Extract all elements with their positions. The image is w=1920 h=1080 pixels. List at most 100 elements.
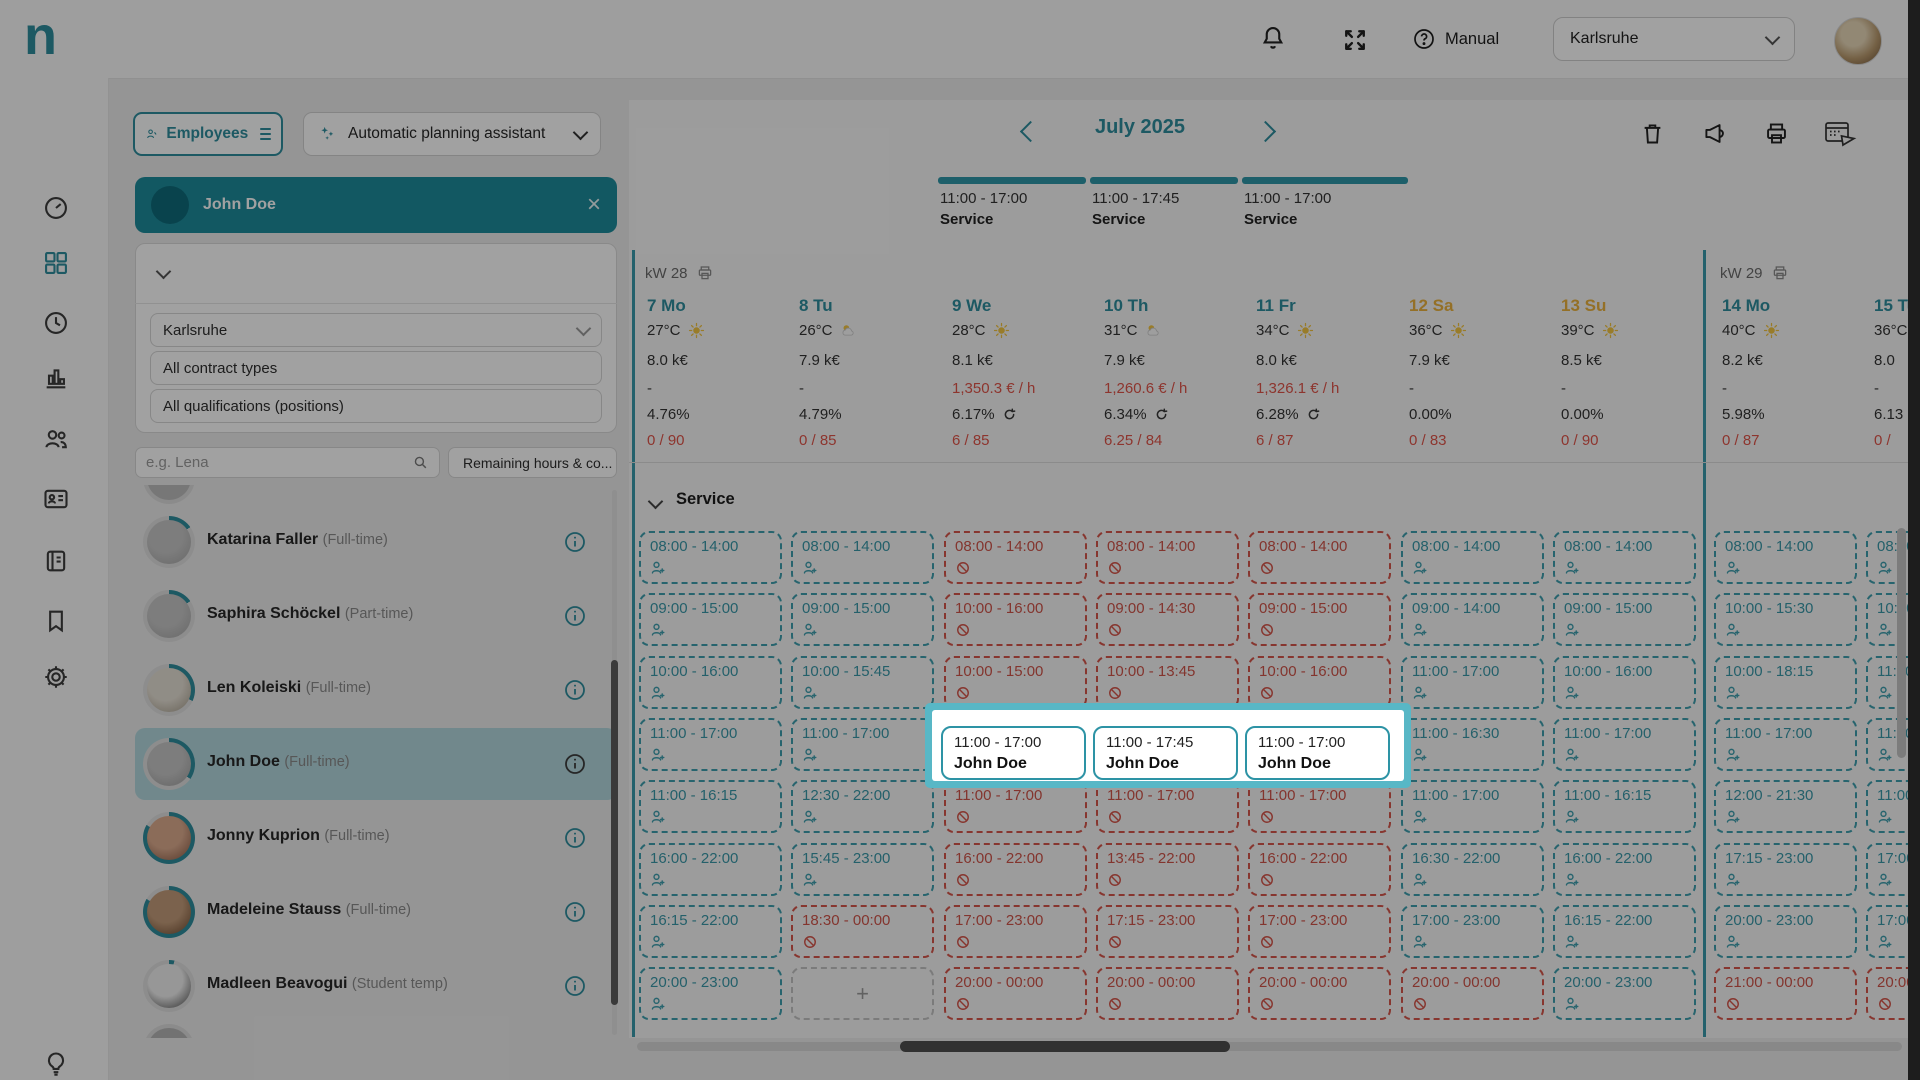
shift-card-open[interactable]: 08:00 - 14:00: [1714, 531, 1857, 584]
shift-card-open[interactable]: 08:00 - 14:00: [791, 531, 934, 584]
shift-card-open[interactable]: 12:30 - 22:00: [791, 780, 934, 833]
shift-card-open[interactable]: 11:00 - 17:00: [1401, 780, 1544, 833]
shift-card-blocked[interactable]: 21:00 - 00:00: [1714, 967, 1857, 1020]
shift-card-open[interactable]: 20:00 - 23:00: [639, 967, 782, 1020]
shift-card-open[interactable]: 16:00 - 22:00: [639, 843, 782, 896]
shift-card-blocked[interactable]: 10:00 - 15:00: [944, 656, 1087, 709]
manual-button[interactable]: Manual: [1412, 22, 1499, 56]
highlighted-shift-card[interactable]: 11:00 - 17:45 John Doe: [1093, 726, 1238, 780]
shift-card-open[interactable]: 10:00 - 15:30: [1714, 593, 1857, 646]
employees-button[interactable]: Employees: [133, 112, 283, 156]
shift-card-open[interactable]: 11:00: [1866, 780, 1920, 833]
shift-card-blocked[interactable]: 20:00 - 00:00: [944, 967, 1087, 1020]
shift-card-open[interactable]: 20:00 - 23:00: [1714, 905, 1857, 958]
sidebar-item-bookmarks[interactable]: [42, 607, 70, 635]
shift-card-blocked[interactable]: 20:00: [1866, 967, 1920, 1020]
shift-card-open[interactable]: 11:00 - 17:00: [1401, 656, 1544, 709]
add-shift-button[interactable]: +: [791, 967, 934, 1020]
location-filter-select[interactable]: Karlsruhe: [150, 313, 602, 347]
shift-card-blocked[interactable]: 10:00 - 13:45: [1096, 656, 1239, 709]
shift-card-open[interactable]: 11:00 - 17:00: [1553, 718, 1696, 771]
shift-card-blocked[interactable]: 08:00 - 14:00: [944, 531, 1087, 584]
shift-card-open[interactable]: 08:00 - 14:00: [1553, 531, 1696, 584]
shift-card-open[interactable]: 17:00: [1866, 843, 1920, 896]
sidebar-item-shift-planner[interactable]: [42, 249, 70, 277]
info-button[interactable]: [563, 900, 587, 924]
shift-card-blocked[interactable]: 17:00 - 23:00: [1248, 905, 1391, 958]
shift-card-open[interactable]: 16:15 - 22:00: [1553, 905, 1696, 958]
shift-card-blocked[interactable]: 20:00 - 00:00: [1401, 967, 1544, 1020]
shift-card-blocked[interactable]: 17:15 - 23:00: [1096, 905, 1239, 958]
shift-card-open[interactable]: 08:00 - 14:00: [639, 531, 782, 584]
sidebar-item-tips[interactable]: [42, 1050, 70, 1078]
qualification-filter-select[interactable]: All qualifications (positions): [150, 389, 602, 423]
contract-filter-select[interactable]: All contract types: [150, 351, 602, 385]
shift-card-open[interactable]: 16:00 - 22:00: [1553, 843, 1696, 896]
employee-row[interactable]: Saphira Schöckel (Part-time): [135, 580, 617, 652]
sidebar-item-reports[interactable]: [42, 364, 70, 392]
shift-card-blocked[interactable]: 20:00 - 00:00: [1096, 967, 1239, 1020]
shift-card-blocked[interactable]: 10:00 - 16:00: [1248, 656, 1391, 709]
employee-row[interactable]: Madleen Beavogui (Student temp): [135, 950, 617, 1022]
shift-card-open[interactable]: 17:00 - 23:00: [1401, 905, 1544, 958]
shift-card-open[interactable]: 10:00 - 16:00: [1553, 656, 1696, 709]
highlighted-shift-card[interactable]: 11:00 - 17:00 John Doe: [941, 726, 1086, 780]
shift-card-open[interactable]: 11:00 - 17:00: [1714, 718, 1857, 771]
shift-card-open[interactable]: 10:00 - 16:00: [639, 656, 782, 709]
shift-card-open[interactable]: 17:00: [1866, 905, 1920, 958]
highlighted-shift-card[interactable]: 11:00 - 17:00 John Doe: [1245, 726, 1390, 780]
shift-card-open[interactable]: 09:00 - 15:00: [639, 593, 782, 646]
shift-card-open[interactable]: 11:00 - 17:00: [639, 718, 782, 771]
shift-card-blocked[interactable]: 09:00 - 15:00: [1248, 593, 1391, 646]
employee-search-input[interactable]: e.g. Lena: [135, 447, 440, 478]
employee-row[interactable]: Madeleine Stauss (Full-time): [135, 876, 617, 948]
shift-card-open[interactable]: 09:00 - 15:00: [791, 593, 934, 646]
employee-row[interactable]: John Doe (Full-time): [135, 728, 617, 800]
shift-card-open[interactable]: 11:00 - 16:15: [639, 780, 782, 833]
scrollbar-thumb[interactable]: [611, 660, 618, 1005]
delete-button[interactable]: [1639, 120, 1666, 147]
shift-card-open[interactable]: 12:00 - 21:30: [1714, 780, 1857, 833]
shift-card-open[interactable]: 11:00 - 16:30: [1401, 718, 1544, 771]
sidebar-item-dashboard[interactable]: [42, 194, 70, 222]
shift-card-open[interactable]: 09:00 - 14:00: [1401, 593, 1544, 646]
shift-card-open[interactable]: 11:00 - 17:00: [791, 718, 934, 771]
sidebar-item-settings[interactable]: [42, 663, 70, 691]
print-week-button[interactable]: [1771, 264, 1789, 282]
shift-card-blocked[interactable]: 18:30 - 00:00: [791, 905, 934, 958]
location-select[interactable]: Karlsruhe: [1553, 17, 1795, 61]
user-avatar[interactable]: [1834, 17, 1882, 65]
sidebar-item-employees[interactable]: [42, 425, 70, 453]
shift-card-blocked[interactable]: 16:00 - 22:00: [1248, 843, 1391, 896]
pinned-shift-time[interactable]: 11:00 - 17:45: [1092, 190, 1180, 207]
shift-card-open[interactable]: 11:00 - 16:15: [1553, 780, 1696, 833]
selected-employee-chip[interactable]: John Doe ×: [135, 177, 617, 233]
shift-card-open[interactable]: 20:00 - 23:00: [1553, 967, 1696, 1020]
shift-card-open[interactable]: 15:45 - 23:00: [791, 843, 934, 896]
employee-row[interactable]: Katarina Faller (Full-time): [135, 506, 617, 578]
shift-card-open[interactable]: 17:15 - 23:00: [1714, 843, 1857, 896]
info-button[interactable]: [563, 604, 587, 628]
shift-card-blocked[interactable]: 08:00 - 14:00: [1096, 531, 1239, 584]
shift-card-open[interactable]: 10:00 - 18:15: [1714, 656, 1857, 709]
info-button[interactable]: [563, 826, 587, 850]
notifications-button[interactable]: [1258, 23, 1288, 53]
shift-card-blocked[interactable]: 20:00 - 00:00: [1248, 967, 1391, 1020]
print-week-button[interactable]: [696, 264, 714, 282]
shift-card-blocked[interactable]: 17:00 - 23:00: [944, 905, 1087, 958]
horizontal-scrollbar-thumb[interactable]: [900, 1041, 1230, 1052]
planning-assistant-button[interactable]: Automatic planning assistant: [303, 112, 601, 156]
shift-card-blocked[interactable]: 13:45 - 22:00: [1096, 843, 1239, 896]
shift-card-blocked[interactable]: 16:00 - 22:00: [944, 843, 1087, 896]
shift-card-open[interactable]: 16:30 - 22:00: [1401, 843, 1544, 896]
shift-card-blocked[interactable]: 09:00 - 14:30: [1096, 593, 1239, 646]
info-button[interactable]: [563, 678, 587, 702]
shift-card-open[interactable]: 08:00 - 14:00: [1401, 531, 1544, 584]
publish-schedule-button[interactable]: [1823, 118, 1857, 148]
pinned-shift-time[interactable]: 11:00 - 17:00: [940, 190, 1028, 207]
close-icon[interactable]: ×: [586, 191, 601, 218]
sidebar-item-journal[interactable]: [42, 547, 70, 575]
employee-row[interactable]: Jonny Kuprion (Full-time): [135, 802, 617, 874]
fullscreen-button[interactable]: [1340, 25, 1370, 55]
info-button[interactable]: [563, 752, 587, 776]
